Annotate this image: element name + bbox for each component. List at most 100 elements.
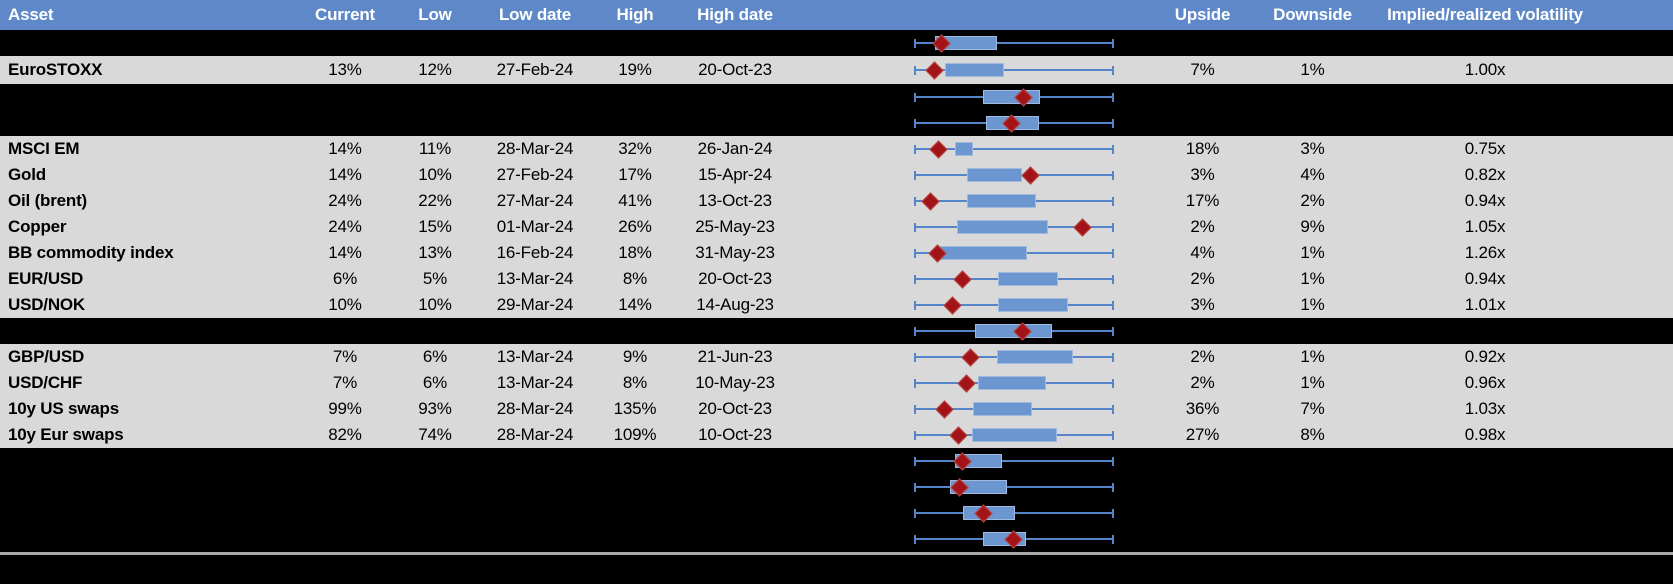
whisker-cap-right [1112,300,1114,310]
whisker-cap-right [1112,144,1114,154]
current-vol-diamond-icon [1072,217,1092,237]
low-date-cell: 28-Mar-24 [496,399,574,418]
low-cell: 6% [422,373,448,392]
upside-cell: 36% [1185,399,1220,418]
high-date-cell: 26-Jan-24 [697,139,773,158]
vol-range-boxplot [914,474,1114,500]
whisker-cap-right [1112,118,1114,128]
vol-range-box [997,350,1073,364]
implied-realized-cell: 1.26x [1464,243,1506,262]
whisker-cap-left [914,482,916,492]
column-header-upside: Upside [1174,5,1231,24]
high-cell: 14% [618,295,652,314]
whisker-cap-right [1112,170,1114,180]
asset-cell: USD/NOK [8,295,85,314]
high-cell: 9% [622,347,648,366]
column-header-downside: Downside [1273,5,1352,24]
upside-cell: 2% [1190,347,1215,366]
low-cell: 11% [418,139,452,158]
table-row: 10y US swaps 99% 93% 28-Mar-24 135% 20-Oct-23… [0,396,1673,422]
current-cell: 24% [328,217,362,236]
upside-cell: 4% [1190,243,1215,262]
boxplot-cell [790,448,1140,474]
whisker-cap-left [914,274,916,284]
asset-cell: EuroSTOXX [8,60,103,79]
upside-cell: 2% [1190,217,1215,236]
low-date-cell: 29-Mar-24 [496,295,574,314]
boxplot-cell [790,370,1140,396]
high-cell: 26% [618,217,652,236]
table-row: USD/CHF 7% 6% 13-Mar-24 8% 10-May-23 2% 1% 0.96x [0,370,1673,396]
low-date-cell: 16-Feb-24 [496,243,574,262]
whisker-line [914,460,1114,462]
whisker-cap-right [1112,274,1114,284]
low-cell: 10% [418,295,452,314]
whisker-cap-left [914,404,916,414]
low-date-cell: 27-Mar-24 [496,191,574,210]
upside-cell: 2% [1190,373,1215,392]
boxplot-cell [790,292,1140,318]
whisker-cap-right [1112,38,1114,48]
whisker-cap-left [914,196,916,206]
high-date-cell: 14-Aug-23 [696,295,774,314]
vol-range-boxplot [914,162,1114,188]
downside-cell: 3% [1300,139,1325,158]
boxplot-cell [790,318,1140,344]
current-vol-diamond-icon [928,139,948,159]
current-cell: 14% [328,165,362,184]
whisker-cap-left [914,300,916,310]
high-date-cell: 20-Oct-23 [698,269,772,288]
downside-cell: 1% [1300,269,1325,288]
high-date-cell: 21-Jun-23 [697,347,773,366]
whisker-cap-left [914,118,916,128]
asset-cell: 10y US swaps [8,399,119,418]
table-header-row: Asset Current Low Low date High High dat… [0,0,1673,30]
vol-range-boxplot [914,396,1114,422]
current-vol-diamond-icon [956,373,976,393]
vol-range-boxplot [914,370,1114,396]
current-vol-diamond-icon [942,295,962,315]
high-date-cell: 10-Oct-23 [698,425,772,444]
downside-cell: 1% [1300,373,1325,392]
whisker-cap-right [1112,482,1114,492]
column-header-asset: Asset [8,5,54,24]
table-row [0,474,1673,500]
low-cell: 6% [422,347,448,366]
boxplot-cell [790,188,1140,214]
current-cell: 7% [332,373,358,392]
downside-cell: 1% [1300,243,1325,262]
vol-range-boxplot [914,500,1114,526]
whisker-line [914,42,1114,44]
whisker-cap-left [914,38,916,48]
high-date-cell: 15-Apr-24 [698,165,772,184]
high-cell: 18% [618,243,652,262]
whisker-cap-right [1112,430,1114,440]
whisker-cap-left [914,144,916,154]
high-date-cell: 31-May-23 [695,243,775,262]
vol-range-box [967,194,1036,208]
boxplot-cell [790,56,1140,84]
implied-realized-cell: 0.92x [1464,347,1506,366]
whisker-cap-right [1112,534,1114,544]
vol-range-boxplot [914,240,1114,266]
table-row [0,318,1673,344]
current-vol-diamond-icon [920,191,940,211]
table-row [0,448,1673,474]
current-cell: 14% [328,243,362,262]
low-date-cell: 13-Mar-24 [496,373,574,392]
vol-range-box [978,376,1046,390]
whisker-line [914,148,1114,150]
column-header-low: Low [418,5,452,24]
asset-cell: BB commodity index [8,243,174,262]
high-date-cell: 20-Oct-23 [698,399,772,418]
table-row: Oil (brent) 24% 22% 27-Mar-24 41% 13-Oct-23 17… [0,188,1673,214]
implied-realized-cell: 0.94x [1464,269,1506,288]
low-cell: 22% [418,191,452,210]
column-header-implied-realized: Implied/realized volatility [1387,5,1583,24]
upside-cell: 17% [1185,191,1220,210]
boxplot-cell [790,214,1140,240]
vol-range-box [955,142,973,156]
vol-range-box [940,246,1027,260]
high-cell: 109% [613,425,657,444]
boxplot-cell [790,30,1140,56]
